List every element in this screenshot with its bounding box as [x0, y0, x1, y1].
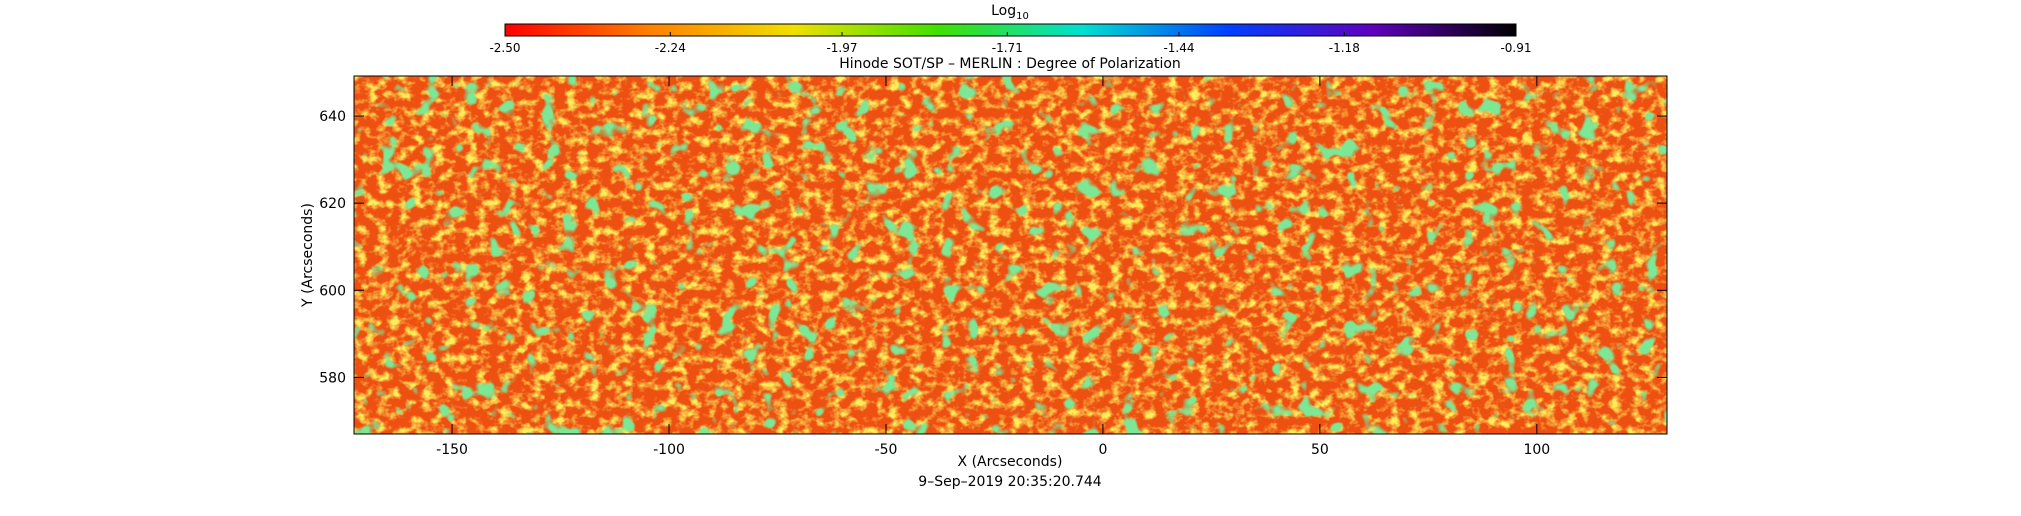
y-tick-label: 620	[319, 196, 346, 212]
x-tick-label: -150	[436, 442, 468, 458]
footer-date: 9–Sep–2019 20:35:20.744	[918, 474, 1102, 490]
image-texture	[354, 76, 1667, 434]
plot-frame	[353, 75, 1668, 435]
y-tick-label: 600	[319, 283, 346, 299]
colorbar-tick-label: -2.50	[489, 41, 520, 55]
image	[354, 76, 1667, 434]
x-axis-label: X (Arcseconds)	[958, 454, 1063, 470]
x-tick-label: 0	[1098, 442, 1107, 458]
colorbar-label-text: Log	[991, 3, 1016, 19]
x-tick-label: 50	[1311, 442, 1329, 458]
y-tick-label: 580	[319, 370, 346, 386]
colorbar-tick-label: -1.44	[1163, 41, 1194, 55]
x-tick-label: -50	[875, 442, 898, 458]
colorbar-tick-label: -1.18	[1329, 41, 1360, 55]
y-axis-label: Y (Arcseconds)	[300, 203, 316, 308]
colorbar-label-subscript: 10	[1016, 11, 1029, 22]
chart-title: Hinode SOT/SP – MERLIN : Degree of Polar…	[839, 56, 1181, 72]
colorbar-tick-label: -1.97	[826, 41, 857, 55]
colorbar-tick-label: -1.71	[992, 41, 1023, 55]
y-tick-label: 640	[319, 109, 346, 125]
x-tick-label: 100	[1523, 442, 1550, 458]
colorbar-tick-label: -2.24	[655, 41, 686, 55]
colorbar-tick-label: -0.91	[1500, 41, 1531, 55]
colorbar-label: Log10	[991, 3, 1029, 22]
x-tick-label: -100	[653, 442, 685, 458]
colorbar	[504, 23, 1517, 37]
